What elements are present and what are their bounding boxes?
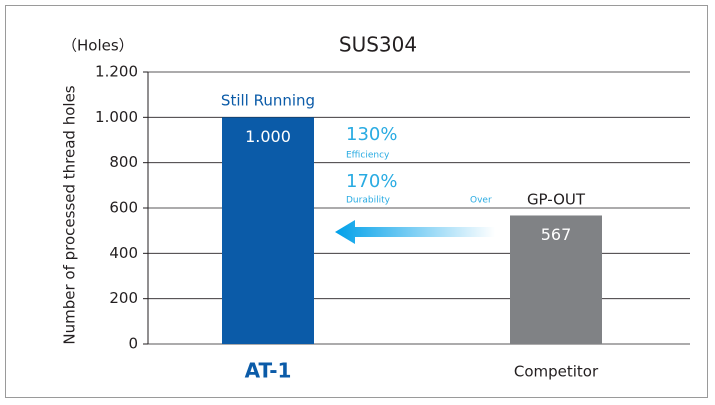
arrow	[335, 220, 495, 244]
y-tick-label: 0	[128, 335, 138, 353]
value-label: 567	[541, 225, 572, 244]
y-tick-label: 400	[109, 244, 138, 262]
annotation: Still Running	[221, 92, 315, 110]
annotation: Efficiency	[346, 151, 390, 161]
frame	[5, 5, 708, 398]
bar	[222, 117, 314, 344]
value-label: 1.000	[245, 127, 291, 146]
unit-label: （Holes）	[62, 37, 134, 55]
y-tick-label: 200	[109, 289, 138, 307]
y-tick-label: 600	[109, 199, 138, 217]
x-tick-label: Competitor	[514, 363, 599, 381]
y-tick-label: 1.000	[95, 108, 138, 126]
y-tick-label: 800	[109, 153, 138, 171]
annotation: Durability	[346, 196, 391, 206]
chart-title: SUS304	[339, 33, 417, 57]
y-axis-label: Number of processed thread holes	[61, 85, 79, 344]
bar	[510, 215, 602, 344]
annotation: GP-OUT	[527, 191, 586, 209]
annotation: 130%	[346, 124, 397, 145]
annotation: 170%	[346, 171, 397, 192]
x-tick-label: AT-1	[245, 359, 292, 383]
annotation: Over	[470, 196, 492, 206]
y-tick-label: 1.200	[95, 63, 138, 81]
